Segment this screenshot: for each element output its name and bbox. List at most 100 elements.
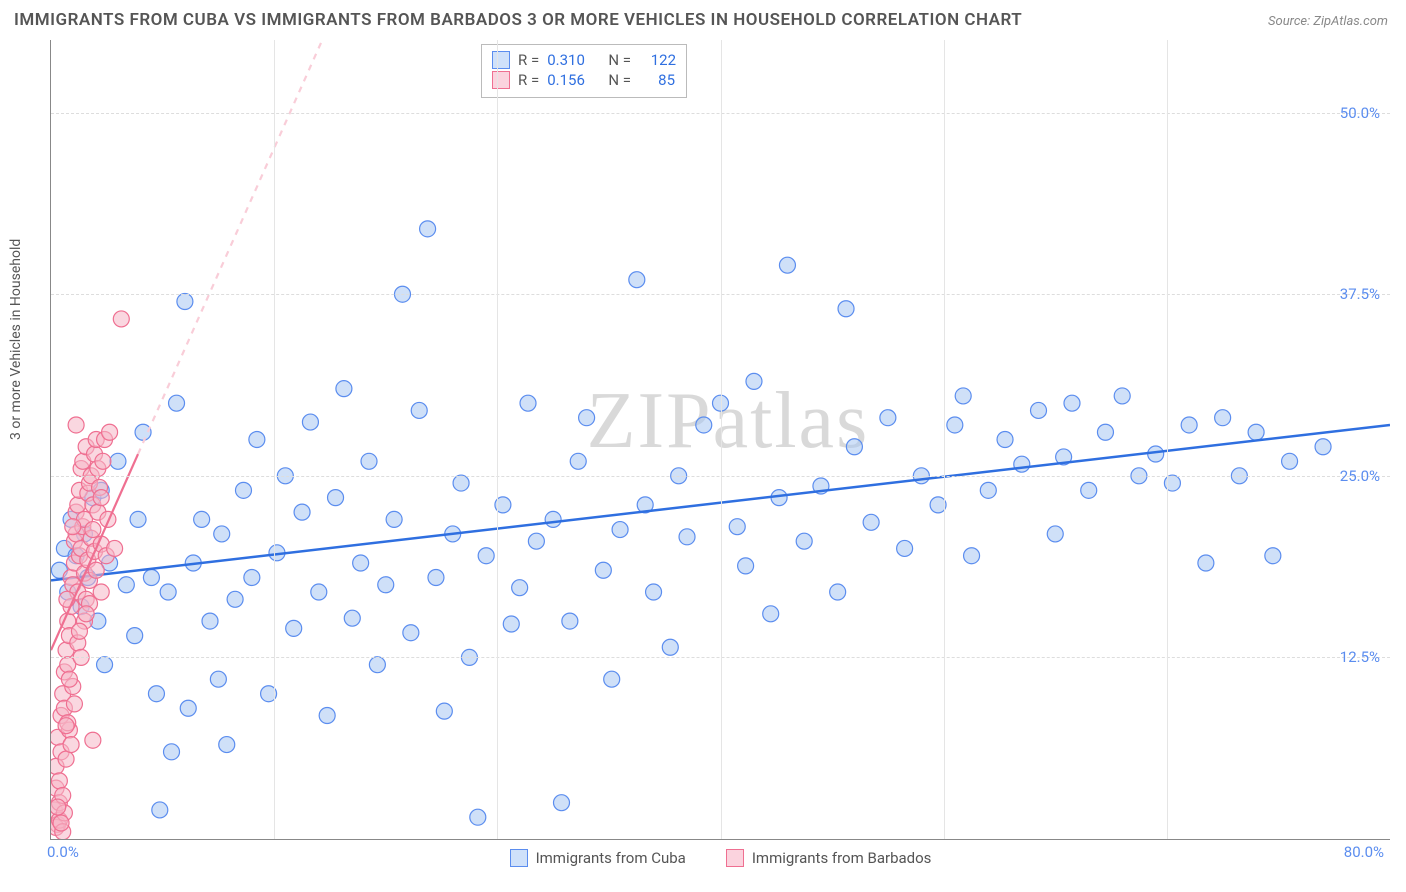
stats-legend-box: R = 0.310 N = 122 R = 0.156 N = 85: [481, 44, 687, 98]
data-point: [830, 584, 846, 600]
stat-n-value: 85: [658, 71, 675, 89]
data-point: [897, 540, 913, 556]
data-point: [87, 446, 103, 462]
data-point: [164, 744, 180, 760]
stats-row-barbados: R = 0.156 N = 85: [492, 71, 676, 89]
y-tick-label: 25.0%: [1340, 467, 1380, 485]
data-point: [420, 221, 436, 237]
data-point: [66, 533, 82, 549]
data-point: [51, 816, 66, 832]
data-point: [738, 558, 754, 574]
data-point: [152, 802, 168, 818]
data-point: [60, 715, 76, 731]
data-point: [93, 584, 109, 600]
data-point: [71, 623, 87, 639]
data-point: [71, 548, 87, 564]
stat-r-value: 0.156: [547, 71, 585, 89]
data-point: [249, 432, 265, 448]
data-point: [311, 584, 327, 600]
data-point: [528, 533, 544, 549]
data-point: [177, 293, 193, 309]
data-point: [729, 519, 745, 535]
data-point: [65, 519, 81, 535]
data-point: [58, 642, 74, 658]
data-point: [78, 606, 94, 622]
watermark: ZIPatlas: [587, 376, 870, 467]
data-point: [81, 596, 97, 612]
chart-title: IMMIGRANTS FROM CUBA VS IMMIGRANTS FROM …: [14, 10, 1022, 30]
data-point: [85, 490, 101, 506]
data-point: [160, 584, 176, 600]
data-point: [579, 410, 595, 426]
data-point: [80, 552, 96, 568]
data-point: [70, 635, 86, 651]
data-point: [353, 555, 369, 571]
data-point: [436, 703, 452, 719]
data-point: [68, 548, 84, 564]
data-point: [70, 584, 86, 600]
data-point: [90, 461, 106, 477]
data-point: [813, 478, 829, 494]
data-point: [955, 388, 971, 404]
data-point: [76, 565, 92, 581]
data-point: [570, 453, 586, 469]
data-point: [76, 511, 92, 527]
data-point: [56, 805, 72, 821]
source-label: Source: ZipAtlas.com: [1268, 14, 1388, 29]
data-point: [90, 613, 106, 629]
data-point: [679, 529, 695, 545]
data-point: [947, 417, 963, 433]
data-point: [95, 453, 111, 469]
data-point: [61, 671, 77, 687]
data-point: [604, 671, 620, 687]
data-point: [135, 424, 151, 440]
data-point: [1248, 424, 1264, 440]
data-point: [51, 799, 66, 815]
data-point: [1056, 449, 1072, 465]
swatch-icon: [510, 849, 528, 867]
data-point: [78, 591, 94, 607]
data-point: [71, 482, 87, 498]
data-point: [428, 570, 444, 586]
data-point: [180, 700, 196, 716]
data-point: [148, 686, 164, 702]
plot-area: ZIPatlas R = 0.310 N = 122 R = 0.156 N =…: [50, 40, 1390, 840]
data-point: [55, 824, 71, 839]
data-point: [102, 424, 118, 440]
data-point: [336, 381, 352, 397]
data-point: [92, 479, 108, 495]
data-point: [66, 555, 82, 571]
data-point: [411, 402, 427, 418]
data-point: [51, 773, 67, 789]
data-point: [97, 657, 113, 673]
data-point: [286, 620, 302, 636]
data-point: [81, 572, 97, 588]
data-point: [107, 540, 123, 556]
data-point: [88, 562, 104, 578]
data-point: [235, 482, 251, 498]
data-point: [194, 511, 210, 527]
data-point: [512, 580, 528, 596]
swatch-icon: [492, 51, 510, 69]
data-point: [85, 522, 101, 538]
legend-label: Immigrants from Barbados: [752, 849, 932, 867]
data-point: [964, 548, 980, 564]
data-point: [1064, 395, 1080, 411]
data-point: [185, 555, 201, 571]
data-point: [55, 787, 71, 803]
data-point: [746, 373, 762, 389]
data-point: [51, 780, 64, 796]
data-point: [771, 490, 787, 506]
data-point: [328, 490, 344, 506]
data-point: [1148, 446, 1164, 462]
data-point: [403, 625, 419, 641]
data-point: [68, 417, 84, 433]
data-point: [210, 671, 226, 687]
data-point: [80, 570, 96, 586]
data-point: [65, 678, 81, 694]
y-tick-label: 50.0%: [1340, 104, 1380, 122]
legend-label: Immigrants from Cuba: [536, 849, 686, 867]
data-point: [1114, 388, 1130, 404]
data-point: [56, 700, 72, 716]
data-point: [80, 485, 96, 501]
